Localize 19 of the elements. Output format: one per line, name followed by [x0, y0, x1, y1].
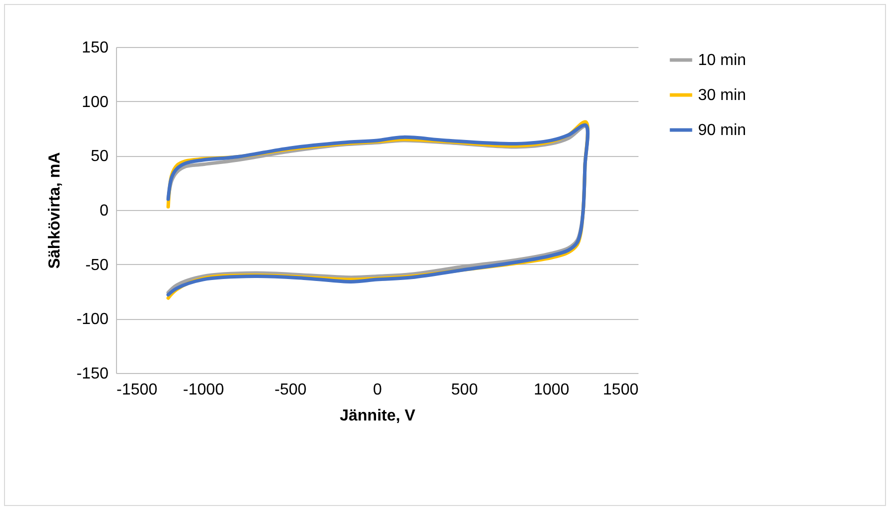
legend-label: 90 min	[698, 122, 746, 139]
y-tick-label: 50	[90, 148, 109, 166]
x-tick-label: -1500	[116, 382, 158, 398]
x-axis-title: Jännite, V	[340, 408, 416, 424]
y-tick-label: -150	[76, 366, 109, 382]
y-tick-label: -100	[76, 311, 109, 328]
y-tick-label: 150	[82, 40, 109, 56]
y-axis-title: Sähkövirta, mA	[46, 152, 64, 269]
legend-label: 10 min	[698, 52, 746, 69]
y-tick-label: -50	[85, 256, 109, 274]
x-tick-label: 500	[451, 382, 478, 398]
y-tick-label: 100	[82, 94, 109, 111]
x-tick-label: 1000	[534, 382, 570, 398]
x-tick-label: 1500	[602, 382, 639, 398]
x-tick-label: -500	[274, 382, 307, 398]
legend-label: 30 min	[698, 87, 746, 104]
x-tick-label: -1000	[183, 382, 224, 398]
y-tick-label: 0	[100, 202, 109, 220]
x-tick-label: 0	[373, 382, 382, 398]
